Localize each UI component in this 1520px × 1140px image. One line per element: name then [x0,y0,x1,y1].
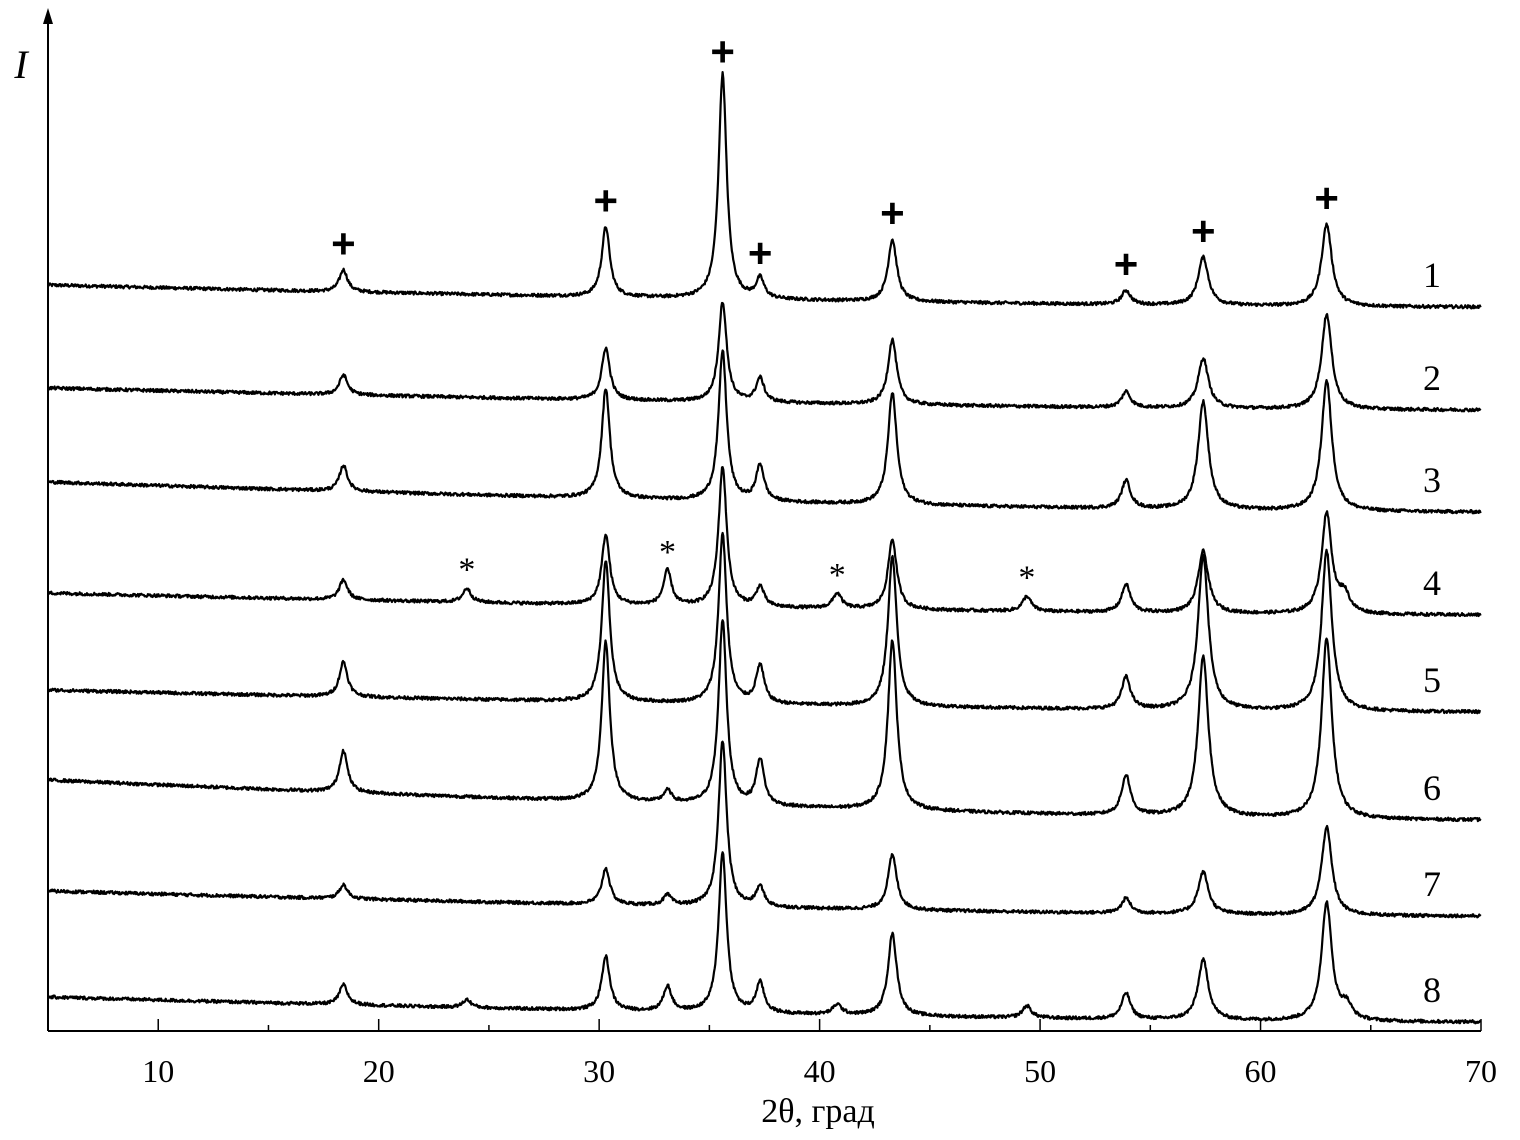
x-axis-title: 2θ, град [761,1093,875,1130]
y-axis-title: I [13,42,29,87]
series-label-7: 7 [1423,864,1441,904]
x-tick-label: 70 [1465,1053,1497,1089]
x-tick-label: 20 [363,1053,395,1089]
series-label-2: 2 [1423,358,1441,398]
star-marker: * [659,534,676,571]
plus-marker: + [1191,207,1216,254]
series-label-8: 8 [1423,970,1441,1010]
plus-marker: + [748,230,773,277]
plus-marker: + [1114,241,1139,288]
plus-marker: + [594,177,619,224]
series-line-5 [48,531,1482,715]
series-line-4 [48,466,1482,618]
series-curves [48,71,1482,1025]
plus-marker: + [1314,174,1339,221]
x-tick-label: 40 [804,1053,836,1089]
y-axis-arrow [43,8,53,24]
x-tick-label: 60 [1245,1053,1277,1089]
peak-annotations: + + + + + + + + * * * * [331,28,1339,597]
series-line-1 [48,71,1482,310]
axis-labels: 2θ, град I 1 2 3 4 5 6 7 8 [13,42,1441,1130]
series-label-6: 6 [1423,768,1441,808]
series-line-6 [48,619,1482,823]
series-label-1: 1 [1423,255,1441,295]
star-marker: * [458,551,475,588]
axes: 10 20 30 40 50 60 70 [43,8,1497,1089]
plus-marker: + [331,220,356,267]
plus-marker: + [710,28,735,75]
series-label-4: 4 [1423,563,1441,603]
series-label-3: 3 [1423,460,1441,500]
series-line-8 [48,851,1482,1025]
series-line-7 [48,740,1482,919]
series-label-5: 5 [1423,660,1441,700]
x-tick-label: 50 [1024,1053,1056,1089]
star-marker: * [829,557,846,594]
x-tick-label: 30 [583,1053,615,1089]
star-marker: * [1018,560,1035,597]
plus-marker: + [880,190,905,237]
x-tick-label: 10 [142,1053,174,1089]
series-line-2 [48,301,1482,413]
series-line-3 [48,349,1482,515]
